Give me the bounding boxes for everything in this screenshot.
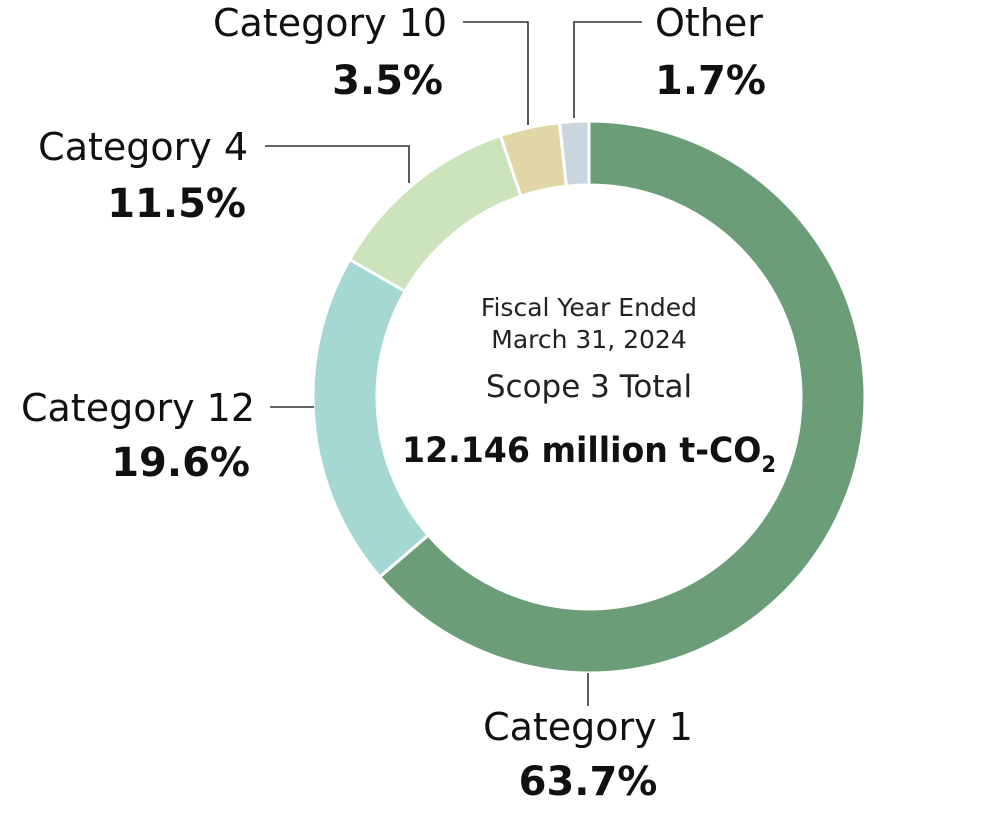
label-category-4-value: 11.5% [107, 181, 246, 227]
label-other-value: 1.7% [655, 58, 766, 104]
slice-category-1 [377, 119, 867, 675]
label-category-12-value: 19.6% [111, 440, 250, 486]
leader-line-category-4 [265, 145, 410, 183]
label-other-name: Other [655, 1, 763, 45]
leader-lines [265, 21, 642, 706]
center-date-line: March 31, 2024 [491, 325, 686, 354]
label-category-10-name: Category 10 [213, 1, 447, 45]
label-category-10-value: 3.5% [332, 58, 443, 104]
center-fiscal-year-line: Fiscal Year Ended [481, 293, 697, 322]
donut-slices [311, 119, 867, 675]
center-total-subscript: 2 [761, 453, 776, 478]
leader-line-category-10 [463, 21, 529, 125]
label-category-4-name: Category 4 [38, 125, 248, 169]
leader-line-other [573, 21, 642, 118]
label-category-12-name: Category 12 [21, 386, 255, 430]
center-scope-total-label: Scope 3 Total [486, 369, 692, 405]
slice-other [557, 119, 591, 188]
center-total-main: 12.146 million t-CO [402, 431, 761, 471]
slice-category-4 [347, 133, 523, 294]
slice-category-12 [311, 257, 431, 580]
label-category-1-value: 63.7% [519, 759, 658, 805]
center-total-value: 12.146 million t-CO2 [402, 431, 776, 478]
label-category-1-name: Category 1 [483, 705, 693, 749]
